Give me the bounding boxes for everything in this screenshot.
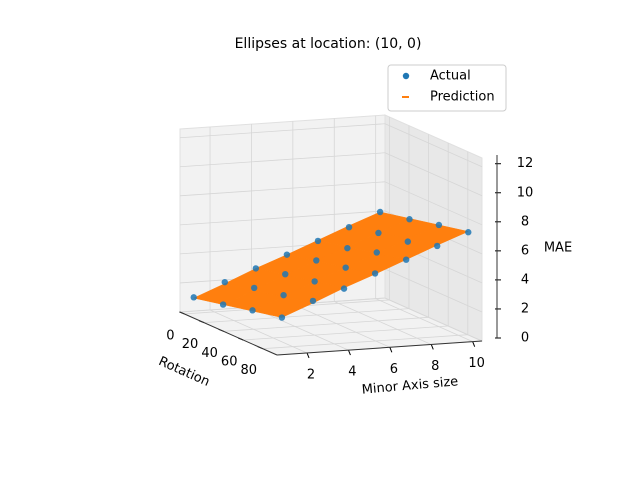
data-point [340,285,348,292]
y-tick-label: 2 [307,367,315,382]
grid-line [179,152,386,168]
grid-line [384,181,483,226]
data-point [404,238,412,245]
data-point [250,284,258,292]
z-tick-label: 0 [521,331,529,346]
x-axis-line [179,311,278,356]
grid-line [292,303,391,348]
data-point [465,229,472,236]
grid-line [179,123,386,139]
data-point [435,221,443,229]
tick-mark [430,344,434,350]
data-point [342,264,349,271]
chart-title: Ellipses at location: (10, 0) [235,36,422,52]
data-point [402,256,410,263]
grid-line [375,298,473,343]
z-tick-label: 2 [521,301,529,316]
x-tick-label: 0 [166,328,174,343]
grid-line [262,334,468,350]
data-point [249,307,256,314]
data-point [311,278,318,285]
tick-mark [389,347,393,353]
data-point [344,244,351,252]
grid-line [243,325,449,341]
grid-line [384,268,483,313]
data-point [278,314,286,321]
legend-label: Prediction [430,90,495,105]
grid-line [384,123,483,168]
data-point [219,301,227,308]
data-point [345,223,353,231]
data-point [376,208,384,216]
y-axis-line [276,340,483,356]
grid-line [179,181,386,197]
data-point [280,291,287,299]
z-tick-label: 6 [521,243,529,258]
legend-swatch [402,72,410,80]
data-point [282,270,289,278]
z-tick-label: 8 [521,214,529,229]
data-point [252,265,260,272]
y-tick-label: 8 [431,359,439,374]
tick-mark [306,352,310,359]
data-point [371,270,379,277]
data-point [314,237,322,245]
grid-line [384,152,483,197]
grid-line [334,301,432,345]
data-point [373,249,380,256]
y-tick-label: 6 [390,362,398,377]
z-tick-label: 4 [521,272,529,287]
x-tick-label: 40 [201,346,218,361]
x-tick-label: 60 [221,355,238,370]
grid-line [179,210,386,226]
grid-line [203,308,410,324]
z-tick-label: 12 [517,156,534,171]
y-tick-label: 4 [348,365,356,380]
grid-line [209,309,308,354]
tick-mark [347,349,351,356]
data-point [406,216,413,223]
data-point [309,297,317,305]
y-axis-label: Minor Axis size [361,374,459,397]
data-point [375,229,382,237]
grid-line [384,297,483,342]
x-tick-label: 20 [182,337,199,352]
data-point [283,251,291,258]
legend-label: Actual [430,69,471,84]
data-point [313,257,320,264]
z-axis-label: MAE [544,241,572,256]
data-point [434,242,441,250]
legend: Actual Prediction [387,64,507,112]
y-tick-label: 10 [468,356,485,371]
x-tick-label: 80 [241,363,258,378]
data-point [190,294,197,301]
tick-mark [472,341,476,347]
legend-box [387,64,507,112]
data-point [221,278,228,286]
z-tick-label: 10 [517,185,534,200]
grid-line [223,316,429,332]
